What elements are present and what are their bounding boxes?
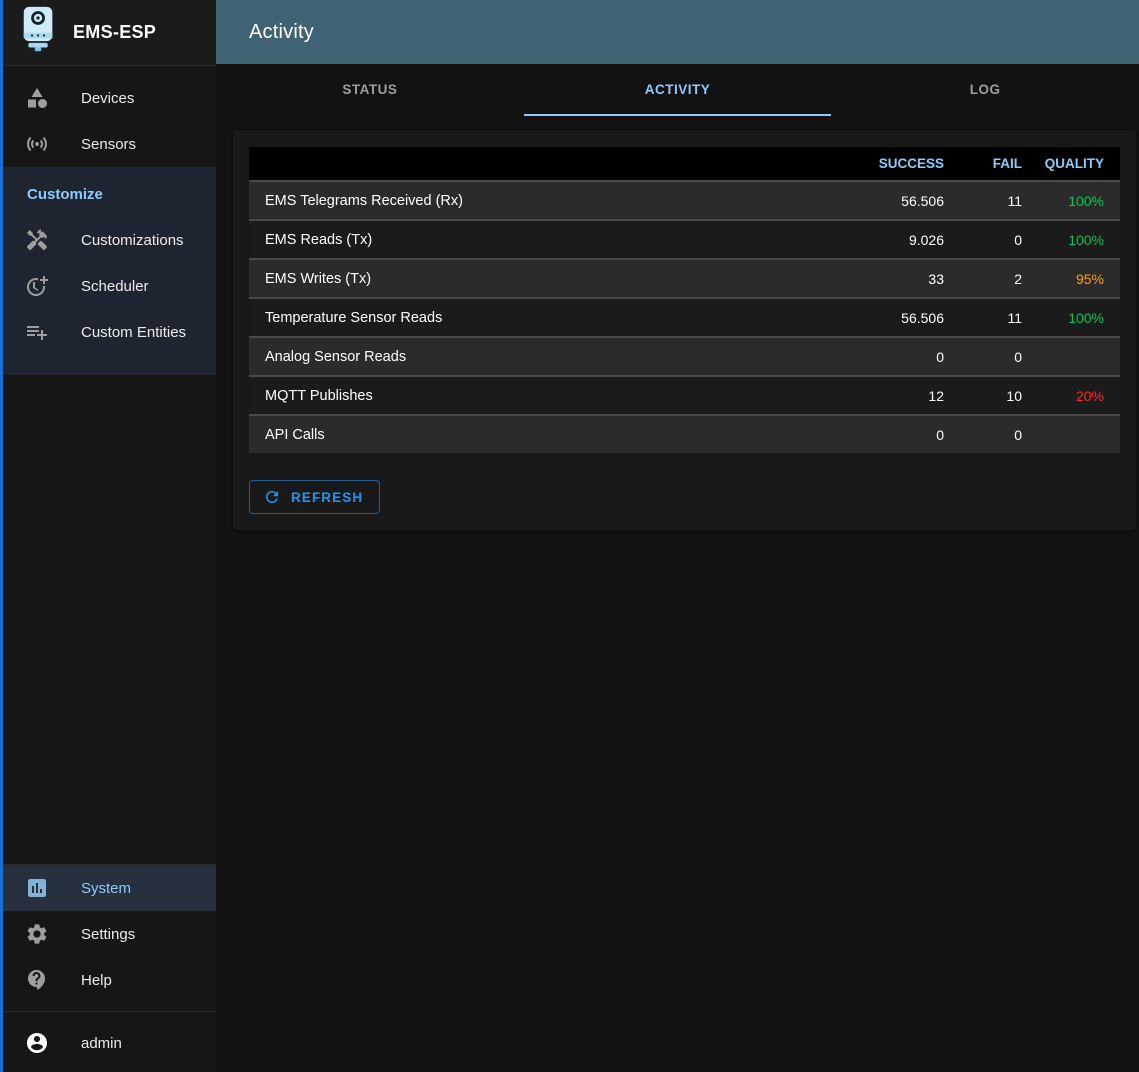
sidebar-item-label: Custom Entities xyxy=(81,323,187,341)
analytics-bar-chart-icon xyxy=(25,876,49,900)
sidebar-header: EMS-ESP xyxy=(3,0,216,66)
row-success: 0 xyxy=(936,426,944,443)
sidebar-item-devices[interactable]: Devices xyxy=(3,75,216,121)
sidebar: EMS-ESP Devices Sensors Customize Custom… xyxy=(3,0,216,1072)
row-fail: 2 xyxy=(1014,270,1022,287)
sidebar-item-custom-entities[interactable]: Custom Entities xyxy=(3,309,216,355)
row-success: 56.506 xyxy=(901,192,944,209)
page-title: Activity xyxy=(249,20,314,43)
sidebar-item-settings[interactable]: Settings xyxy=(3,911,216,957)
sidebar-item-label: Settings xyxy=(81,925,136,943)
row-label: EMS Telegrams Received (Rx) xyxy=(265,192,463,209)
tab-bar: STATUS ACTIVITY LOG xyxy=(216,64,1139,116)
category-shapes-icon xyxy=(25,86,49,110)
tab-status[interactable]: STATUS xyxy=(342,81,398,97)
row-label: Analog Sensor Reads xyxy=(265,348,407,365)
row-quality: 100% xyxy=(1068,309,1104,326)
column-header-fail: FAIL xyxy=(992,156,1022,171)
sidebar-item-label: System xyxy=(81,879,132,897)
playlist-add-icon xyxy=(25,320,49,344)
activity-table: SUCCESS FAIL QUALITY EMS Telegrams Recei… xyxy=(249,147,1120,453)
sidebar-divider xyxy=(3,1011,216,1012)
sidebar-item-label: Scheduler xyxy=(81,277,149,295)
activity-card: SUCCESS FAIL QUALITY EMS Telegrams Recei… xyxy=(233,130,1136,530)
help-bubble-icon xyxy=(25,968,49,992)
app-title: EMS-ESP xyxy=(73,22,157,42)
sidebar-divider xyxy=(3,864,216,865)
row-fail: 0 xyxy=(1014,348,1022,365)
tab-log[interactable]: LOG xyxy=(969,81,1001,97)
refresh-button-label: REFRESH xyxy=(291,489,364,505)
main-content: Activity STATUS ACTIVITY LOG SUCCESS FAI… xyxy=(216,0,1139,1072)
sidebar-item-system[interactable]: System xyxy=(3,865,216,911)
row-quality: 100% xyxy=(1068,192,1104,209)
sensors-icon xyxy=(25,132,49,156)
account-circle-icon xyxy=(25,1031,49,1055)
row-quality: 95% xyxy=(1075,270,1104,287)
table-row: Analog Sensor Reads 0 0 xyxy=(249,336,1120,375)
gear-icon xyxy=(25,922,49,946)
sidebar-item-label: Sensors xyxy=(81,135,137,153)
row-fail: 11 xyxy=(1007,192,1022,209)
row-label: API Calls xyxy=(265,426,325,443)
row-quality: 100% xyxy=(1068,231,1104,248)
table-row: API Calls 0 0 xyxy=(249,414,1120,453)
sidebar-item-help[interactable]: Help xyxy=(3,957,216,1003)
row-fail: 10 xyxy=(1006,387,1022,404)
column-header-quality: QUALITY xyxy=(1044,156,1104,171)
refresh-button[interactable]: REFRESH xyxy=(249,480,381,514)
sidebar-user-admin[interactable]: admin xyxy=(3,1020,216,1066)
tab-activity[interactable]: ACTIVITY xyxy=(523,64,832,116)
row-quality: 20% xyxy=(1075,387,1104,404)
sidebar-nav: Devices Sensors xyxy=(3,66,216,167)
row-success: 12 xyxy=(928,387,944,404)
table-row: EMS Reads (Tx) 9.026 0 100% xyxy=(249,219,1120,258)
sidebar-item-sensors[interactable]: Sensors xyxy=(3,121,216,167)
user-name: admin xyxy=(81,1034,122,1052)
table-row: EMS Telegrams Received (Rx) 56.506 11 10… xyxy=(249,180,1120,219)
row-label: EMS Writes (Tx) xyxy=(265,270,372,287)
row-fail: 0 xyxy=(1014,426,1022,443)
clock-plus-icon xyxy=(25,274,49,298)
sidebar-customize-section: Customize Customizations Scheduler Custo… xyxy=(3,167,216,375)
table-row: EMS Writes (Tx) 33 2 95% xyxy=(249,258,1120,297)
row-label: EMS Reads (Tx) xyxy=(265,231,373,248)
sidebar-item-customizations[interactable]: Customizations xyxy=(3,217,216,263)
row-success: 56.506 xyxy=(901,309,944,326)
sidebar-spacer xyxy=(3,375,216,864)
ems-esp-boiler-logo-icon xyxy=(20,6,57,59)
row-success: 9.026 xyxy=(908,231,944,248)
customize-section-title: Customize xyxy=(27,186,103,203)
row-fail: 11 xyxy=(1007,309,1022,326)
row-label: Temperature Sensor Reads xyxy=(265,309,443,326)
row-success: 0 xyxy=(936,348,944,365)
sidebar-item-label: Help xyxy=(81,971,112,989)
row-success: 33 xyxy=(928,270,944,287)
table-header-row: SUCCESS FAIL QUALITY xyxy=(249,147,1120,180)
sidebar-item-scheduler[interactable]: Scheduler xyxy=(3,263,216,309)
row-label: MQTT Publishes xyxy=(265,387,373,404)
column-header-success: SUCCESS xyxy=(878,156,944,171)
table-row: Temperature Sensor Reads 56.506 11 100% xyxy=(249,297,1120,336)
sidebar-item-label: Customizations xyxy=(81,231,184,249)
appbar: Activity xyxy=(216,0,1139,64)
row-fail: 0 xyxy=(1014,231,1022,248)
sidebar-item-label: Devices xyxy=(81,89,135,107)
left-edge-accent-strip xyxy=(0,0,3,1072)
table-row: MQTT Publishes 12 10 20% xyxy=(249,375,1120,414)
refresh-icon xyxy=(263,488,281,506)
handyman-tools-icon xyxy=(25,228,49,252)
